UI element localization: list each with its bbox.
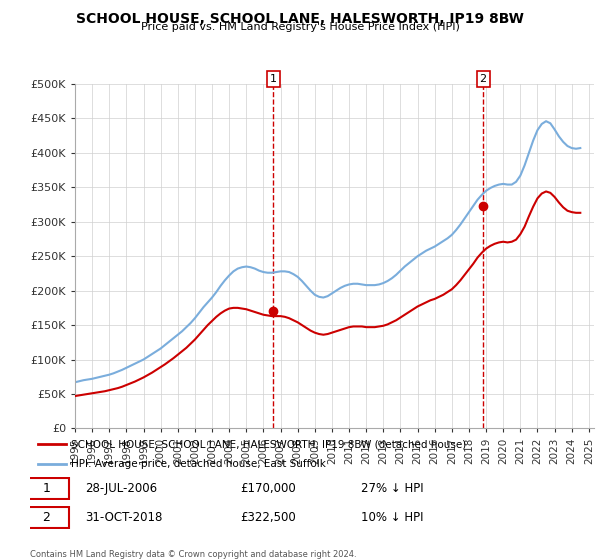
Text: 1: 1 (270, 74, 277, 84)
Text: £322,500: £322,500 (240, 511, 296, 524)
Text: 2: 2 (479, 74, 487, 84)
Text: Contains HM Land Registry data © Crown copyright and database right 2024.
This d: Contains HM Land Registry data © Crown c… (30, 550, 356, 560)
Text: 28-JUL-2006: 28-JUL-2006 (85, 482, 157, 495)
Text: Price paid vs. HM Land Registry's House Price Index (HPI): Price paid vs. HM Land Registry's House … (140, 22, 460, 32)
FancyBboxPatch shape (25, 507, 68, 528)
Text: 10% ↓ HPI: 10% ↓ HPI (361, 511, 424, 524)
Text: SCHOOL HOUSE, SCHOOL LANE, HALESWORTH, IP19 8BW: SCHOOL HOUSE, SCHOOL LANE, HALESWORTH, I… (76, 12, 524, 26)
Text: 2: 2 (43, 511, 50, 524)
Text: £170,000: £170,000 (240, 482, 296, 495)
Text: 1: 1 (43, 482, 50, 495)
Text: 31-OCT-2018: 31-OCT-2018 (85, 511, 163, 524)
FancyBboxPatch shape (25, 478, 68, 498)
Text: 27% ↓ HPI: 27% ↓ HPI (361, 482, 424, 495)
Text: SCHOOL HOUSE, SCHOOL LANE, HALESWORTH, IP19 8BW (detached house): SCHOOL HOUSE, SCHOOL LANE, HALESWORTH, I… (71, 439, 467, 449)
Text: HPI: Average price, detached house, East Suffolk: HPI: Average price, detached house, East… (71, 459, 326, 469)
